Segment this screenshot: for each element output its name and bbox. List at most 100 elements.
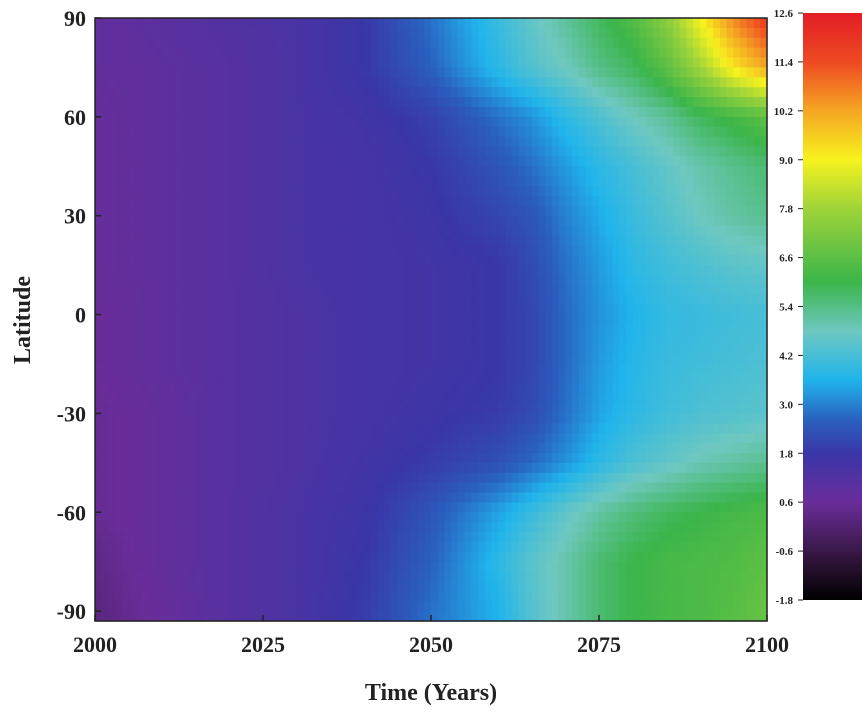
heatmap-cell bbox=[323, 87, 331, 98]
heatmap-cell bbox=[578, 373, 587, 385]
heatmap-cell bbox=[491, 433, 499, 444]
heatmap-cell bbox=[719, 334, 728, 345]
heatmap-cell bbox=[121, 324, 130, 335]
heatmap-cell bbox=[417, 205, 425, 217]
heatmap-cell bbox=[666, 373, 674, 385]
heatmap-cell bbox=[599, 47, 607, 59]
heatmap-cell bbox=[740, 383, 748, 395]
heatmap-cell bbox=[431, 126, 439, 138]
heatmap-cell bbox=[101, 166, 110, 177]
heatmap-cell bbox=[639, 116, 647, 128]
heatmap-cell bbox=[659, 195, 667, 207]
heatmap-cell bbox=[572, 314, 580, 326]
heatmap-cell bbox=[612, 97, 620, 108]
heatmap-cell bbox=[276, 334, 284, 345]
heatmap-cell bbox=[585, 97, 593, 108]
heatmap-cell bbox=[101, 186, 110, 197]
heatmap-cell bbox=[310, 423, 318, 434]
heatmap-cell bbox=[242, 294, 251, 306]
heatmap-cell bbox=[437, 344, 446, 355]
heatmap-cell bbox=[471, 106, 479, 118]
heatmap-cell bbox=[330, 126, 338, 138]
heatmap-cell bbox=[444, 205, 452, 217]
heatmap-cell bbox=[713, 334, 721, 345]
heatmap-cell bbox=[457, 87, 466, 98]
heatmap-cell bbox=[128, 67, 136, 78]
heatmap-cell bbox=[572, 126, 580, 138]
heatmap-cell bbox=[390, 452, 398, 464]
heatmap-cell bbox=[605, 482, 614, 494]
heatmap-cell bbox=[202, 423, 210, 434]
heatmap-cell bbox=[229, 393, 237, 405]
heatmap-cell bbox=[263, 176, 271, 187]
heatmap-cell bbox=[585, 304, 593, 316]
heatmap-cell bbox=[666, 225, 674, 237]
heatmap-cell bbox=[276, 314, 284, 326]
heatmap-cell bbox=[437, 423, 446, 434]
heatmap-cell bbox=[592, 126, 600, 138]
heatmap-cell bbox=[142, 314, 150, 326]
heatmap-cell bbox=[404, 304, 412, 316]
heatmap-cell bbox=[310, 166, 318, 177]
heatmap-cell bbox=[316, 87, 325, 98]
heatmap-cell bbox=[168, 393, 177, 405]
heatmap-cell bbox=[370, 215, 378, 227]
heatmap-cell bbox=[511, 126, 519, 138]
heatmap-cell bbox=[283, 443, 291, 454]
heatmap-cell bbox=[592, 492, 600, 503]
heatmap-cell bbox=[249, 284, 257, 296]
heatmap-cell bbox=[95, 294, 103, 306]
heatmap-cell bbox=[484, 205, 493, 217]
heatmap-cell bbox=[128, 413, 136, 424]
heatmap-cell bbox=[383, 166, 392, 177]
heatmap-cell bbox=[316, 433, 325, 444]
heatmap-cell bbox=[135, 215, 143, 227]
heatmap-cell bbox=[330, 452, 338, 464]
heatmap-cell bbox=[249, 324, 257, 335]
heatmap-cell bbox=[551, 37, 560, 49]
heatmap-cell bbox=[417, 106, 425, 118]
heatmap-cell bbox=[484, 255, 493, 266]
heatmap-cell bbox=[357, 37, 365, 49]
heatmap-cell bbox=[518, 373, 526, 385]
heatmap-cell bbox=[289, 294, 298, 306]
heatmap-cell bbox=[592, 482, 600, 494]
heatmap-cell bbox=[484, 166, 493, 177]
heatmap-cell bbox=[605, 186, 614, 197]
heatmap-cell bbox=[740, 344, 748, 355]
heatmap-cell bbox=[625, 126, 634, 138]
heatmap-cell bbox=[343, 433, 351, 444]
heatmap-cell bbox=[289, 245, 298, 256]
heatmap-cell bbox=[451, 77, 459, 88]
heatmap-cell bbox=[209, 225, 217, 237]
heatmap-cell bbox=[142, 502, 150, 513]
heatmap-cell bbox=[471, 334, 479, 345]
heatmap-cell bbox=[444, 57, 452, 69]
heatmap-cell bbox=[437, 235, 446, 246]
heatmap-cell bbox=[215, 294, 224, 306]
heatmap-cell bbox=[323, 195, 331, 207]
heatmap-cell bbox=[410, 18, 419, 29]
heatmap-cell bbox=[168, 403, 177, 415]
heatmap-cell bbox=[740, 146, 748, 157]
heatmap-cell bbox=[370, 27, 378, 39]
heatmap-cell bbox=[155, 383, 163, 395]
heatmap-cell bbox=[666, 156, 674, 167]
heatmap-cell bbox=[357, 186, 365, 197]
heatmap-cell bbox=[390, 502, 398, 513]
heatmap-cell bbox=[592, 37, 600, 49]
heatmap-cell bbox=[276, 57, 284, 69]
heatmap-cell bbox=[504, 482, 513, 494]
heatmap-cell bbox=[101, 176, 110, 187]
heatmap-cell bbox=[330, 403, 338, 415]
heatmap-cell bbox=[336, 334, 345, 345]
heatmap-cell bbox=[431, 27, 439, 39]
heatmap-cell bbox=[511, 304, 519, 316]
heatmap-cell bbox=[558, 255, 566, 266]
heatmap-cell bbox=[572, 215, 580, 227]
heatmap-cell bbox=[296, 77, 304, 88]
heatmap-cell bbox=[383, 116, 392, 128]
heatmap-cell bbox=[599, 136, 607, 148]
heatmap-cell bbox=[417, 18, 425, 29]
heatmap-cell bbox=[276, 255, 284, 266]
